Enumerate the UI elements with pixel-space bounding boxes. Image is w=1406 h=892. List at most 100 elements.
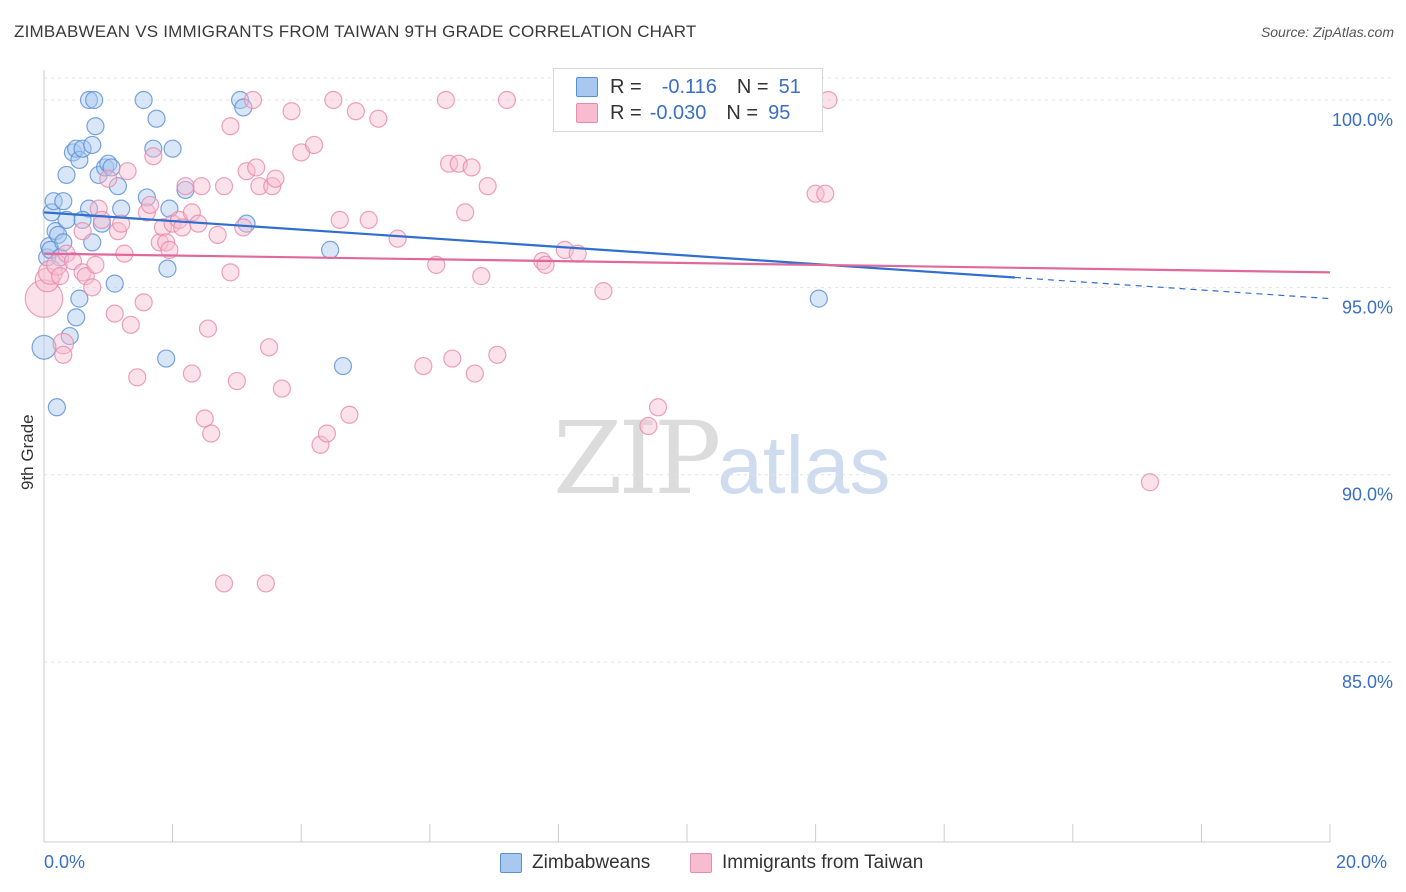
zimbabwean-point	[70, 289, 89, 308]
taiwan-point	[105, 304, 124, 323]
zimbabwean-trendline	[43, 211, 1016, 279]
taiwan-point	[128, 368, 147, 387]
x-axis-max-label: 20.0%	[1336, 852, 1388, 872]
n-key: N =	[726, 101, 759, 124]
y-tick-label: 95.0%	[1342, 297, 1393, 317]
blue-swatch	[576, 77, 598, 97]
taiwan-point	[92, 210, 111, 230]
taiwan-point	[150, 233, 169, 252]
r-value: -0.030	[649, 101, 707, 124]
source-label: Source: ZipAtlas.com	[1260, 24, 1394, 40]
taiwan-point	[266, 169, 285, 188]
zimbabwean-point	[158, 259, 177, 278]
series-legend: Zimbabweans Immigrants from Taiwan	[0, 852, 1406, 878]
pink-swatch	[576, 103, 598, 123]
legend-item-zimbabweans[interactable]: Zimbabweans	[500, 852, 650, 874]
taiwan-point	[237, 162, 256, 181]
taiwan-point	[208, 225, 227, 244]
watermark-atlas: atlas	[717, 420, 891, 511]
axis-layer	[43, 70, 1331, 843]
n-key: N =	[736, 75, 769, 98]
taiwan-point	[456, 203, 475, 222]
taiwan-point	[198, 319, 218, 338]
zimbabwean-point	[809, 289, 828, 308]
taiwan-point	[256, 574, 275, 593]
watermark-zip: ZIP	[553, 400, 721, 517]
zimbabwean-point	[86, 117, 105, 136]
zimbabwean-point	[234, 98, 253, 117]
n-value: 51	[778, 75, 801, 98]
zimbabwean-point	[163, 139, 182, 158]
stats-legend-row-taiwan: R = -0.030 N = 95	[576, 101, 790, 125]
zimbabwean-point	[44, 192, 63, 211]
taiwan-point	[99, 169, 118, 188]
zimbabwean-point	[144, 139, 163, 158]
taiwan-point	[250, 177, 269, 196]
taiwan-point	[140, 195, 160, 215]
taiwan-point	[282, 102, 301, 121]
taiwan-point	[488, 345, 507, 364]
taiwan-point	[439, 154, 459, 173]
taiwan-point	[443, 349, 462, 368]
taiwan-point	[176, 177, 195, 196]
zimbabwean-point	[333, 356, 353, 376]
y-tick-label: 85.0%	[1342, 672, 1393, 692]
taiwan-point	[369, 109, 388, 128]
zimbabwean-point	[85, 90, 104, 110]
zimbabwean-point	[147, 109, 166, 128]
pink-swatch	[690, 853, 712, 873]
taiwan-point	[160, 240, 179, 259]
taiwan-point	[192, 177, 211, 196]
taiwan-point	[272, 379, 292, 398]
zimbabwean-point	[70, 150, 89, 170]
zimbabwean-point	[157, 349, 176, 368]
watermark: ZIPatlas	[553, 400, 891, 517]
taiwan-point	[317, 424, 337, 443]
n-value: 95	[768, 101, 791, 124]
taiwan-point	[1140, 473, 1160, 492]
legend-item-immigrants-from-taiwan[interactable]: Immigrants from Taiwan	[690, 852, 923, 874]
zimbabwean-point	[73, 139, 92, 158]
taiwan-point	[144, 147, 163, 166]
taiwan-point	[436, 90, 455, 110]
zimbabwean-trendline-extension	[1014, 276, 1331, 300]
zimbabwean-point	[67, 308, 86, 327]
taiwan-point	[816, 184, 835, 203]
taiwan-point	[221, 263, 240, 282]
taiwan-point	[472, 267, 491, 286]
stats-legend-row-zimbabweans: R = -0.116 N = 51	[576, 75, 801, 99]
zimbabwean-point	[105, 274, 124, 293]
y-tick-label: 100.0%	[1332, 110, 1393, 130]
taiwan-point	[243, 90, 263, 110]
taiwan-point	[234, 218, 253, 237]
zimbabwean-point	[57, 210, 76, 230]
taiwan-point	[594, 282, 613, 301]
legend-label: Zimbabweans	[532, 852, 651, 873]
zimbabwean-point	[54, 233, 73, 252]
trend-layer	[43, 211, 1331, 300]
taiwan-point	[54, 345, 73, 364]
taiwan-point	[304, 135, 324, 155]
stats-legend: R = -0.116 N = 51 R = -0.030 N = 95	[553, 68, 823, 132]
label-layer: 100.0% 95.0% 90.0% 85.0%	[1332, 110, 1393, 692]
taiwan-point	[182, 203, 201, 222]
zimbabwean-point	[134, 90, 153, 110]
chart-title: ZIMBABWEAN VS IMMIGRANTS FROM TAIWAN 9TH…	[14, 22, 697, 41]
taiwan-point	[134, 293, 153, 312]
taiwan-point	[259, 338, 279, 357]
zimbabwean-point	[83, 135, 102, 155]
taiwan-point	[121, 315, 140, 334]
taiwan-point	[465, 364, 484, 383]
zimbabwean-point	[108, 177, 128, 196]
taiwan-point	[414, 356, 433, 376]
r-value: -0.116	[661, 75, 717, 98]
r-key: R =	[610, 101, 642, 124]
taiwan-point	[24, 279, 64, 318]
zimbabwean-point	[321, 240, 340, 259]
taiwan-trendline	[43, 252, 1331, 274]
taiwan-point	[83, 278, 102, 297]
taiwan-point	[112, 214, 131, 233]
taiwan-point	[50, 267, 70, 286]
taiwan-point	[247, 158, 266, 177]
taiwan-point	[153, 218, 173, 237]
